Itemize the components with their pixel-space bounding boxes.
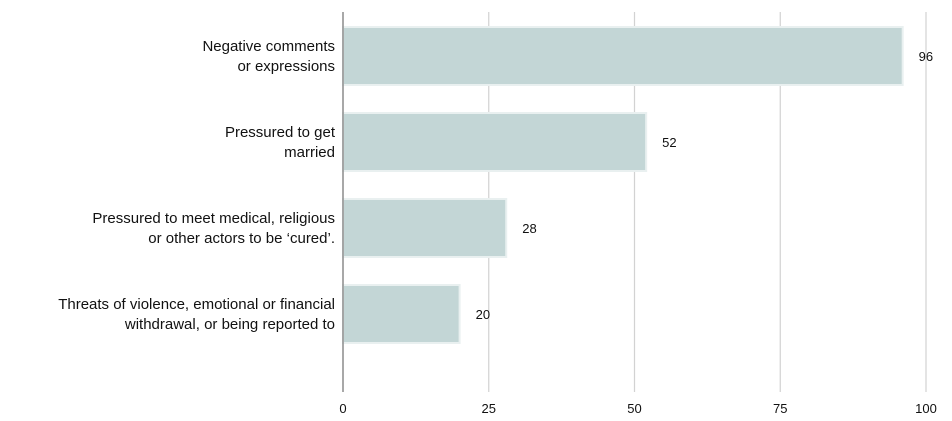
value-label: 20 [476, 307, 490, 322]
bar [343, 113, 646, 171]
category-label-line: or other actors to be ‘cured’. [148, 230, 335, 247]
bar [343, 285, 460, 343]
x-tick-label: 75 [773, 401, 787, 416]
category-labels: Negative comments or expressions Pressured… [58, 38, 336, 333]
x-tick-label: 50 [627, 401, 641, 416]
bar [343, 199, 506, 257]
category-label-line: withdrawal, or being reported to [124, 316, 335, 333]
x-tick-label: 100 [915, 401, 937, 416]
category-label-line: or expressions [237, 58, 335, 75]
x-tick-label: 0 [339, 401, 346, 416]
x-tick-labels: 0 25 50 75 100 [339, 401, 936, 416]
value-labels: 96 52 28 20 [476, 49, 934, 322]
category-label-line: Pressured to get [225, 124, 336, 141]
category-label: Pressured to get married [225, 124, 336, 161]
bar [343, 27, 903, 85]
category-label-line: Threats of violence, emotional or financ… [58, 296, 335, 313]
category-label-line: married [284, 144, 335, 161]
value-label: 96 [919, 49, 933, 64]
category-label-line: Pressured to meet medical, religious [92, 210, 335, 227]
category-label: Negative comments or expressions [202, 38, 335, 75]
value-label: 52 [662, 135, 676, 150]
x-tick-label: 25 [482, 401, 496, 416]
bars [343, 27, 903, 343]
category-label: Threats of violence, emotional or financ… [58, 296, 335, 333]
category-label-line: Negative comments [202, 38, 335, 55]
category-label: Pressured to meet medical, religious or o… [92, 210, 335, 247]
value-label: 28 [522, 221, 536, 236]
